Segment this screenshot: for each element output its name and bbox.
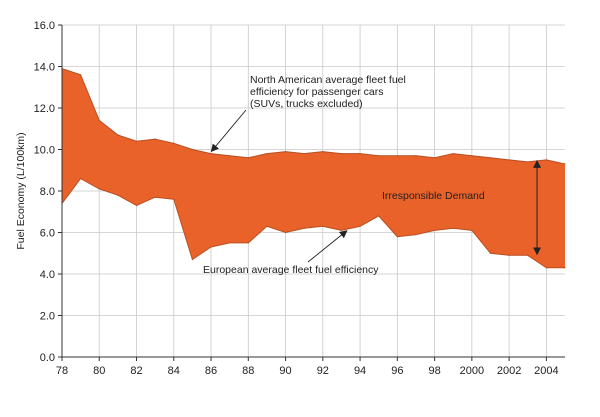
point-european	[80, 177, 82, 180]
x-tick-label: 80	[93, 365, 105, 377]
point-north-american	[303, 153, 305, 155]
x-tick-label: 82	[130, 365, 142, 377]
point-european	[471, 229, 473, 232]
x-tick-label: 90	[279, 365, 291, 377]
north-american-annotation-text: efficiency for passenger cars	[250, 86, 383, 98]
point-north-american	[415, 155, 417, 157]
point-european	[508, 254, 510, 256]
point-european	[191, 258, 194, 261]
point-european	[340, 229, 343, 232]
y-tick-label: 2.0	[40, 311, 55, 323]
point-european	[564, 267, 566, 269]
x-tick-label: 92	[317, 365, 329, 377]
point-north-american	[508, 159, 510, 161]
x-tick-label: 88	[242, 365, 254, 377]
north-american-annotation-text: (SUVs, trucks excluded)	[250, 98, 363, 110]
x-tick-label: 96	[391, 365, 403, 377]
point-european	[396, 236, 398, 238]
axes	[58, 24, 565, 361]
point-european	[527, 254, 529, 256]
point-european	[545, 267, 547, 269]
efficiency-gap-area	[61, 67, 566, 269]
point-european	[322, 225, 324, 227]
y-tick-label: 16.0	[34, 20, 55, 32]
series-line-north-american	[61, 68, 566, 165]
european-arrow	[307, 230, 348, 263]
point-north-american	[396, 155, 398, 157]
x-tick-label: 2000	[460, 365, 484, 377]
point-north-american	[210, 153, 212, 155]
point-north-american	[284, 150, 287, 153]
y-tick-label: 0.0	[40, 352, 55, 364]
point-north-american	[135, 140, 138, 142]
point-north-american	[452, 153, 454, 155]
point-european	[284, 231, 287, 234]
point-north-american	[378, 155, 380, 157]
point-european	[98, 188, 100, 190]
point-north-american	[527, 161, 529, 163]
point-north-american	[564, 163, 566, 165]
point-european	[452, 227, 454, 229]
x-tick-label: 98	[428, 365, 440, 377]
point-european	[154, 196, 156, 198]
point-european	[173, 198, 175, 200]
gap-fill	[62, 68, 565, 268]
tick-labels: 0.0 2.0 4.0 6.0 8.0 10.0 12.0 14.0 16.0 78 80 82 84 8…	[15, 20, 559, 377]
point-european	[210, 246, 212, 248]
point-north-american	[433, 157, 436, 159]
point-european	[229, 242, 231, 244]
x-tick-label: 94	[354, 365, 366, 377]
point-european	[415, 233, 417, 236]
point-european	[433, 229, 436, 232]
x-tick-label: 86	[205, 365, 217, 377]
point-european	[303, 227, 305, 229]
y-tick-label: 6.0	[40, 228, 55, 240]
point-north-american	[247, 157, 249, 159]
x-tick-label: 78	[56, 365, 68, 377]
north-american-annotation-text: North American average fleet fuel	[250, 74, 406, 86]
point-european	[266, 225, 268, 227]
point-european	[489, 252, 492, 254]
x-tick-label: 2002	[497, 365, 521, 377]
y-tick-label: 10.0	[34, 145, 55, 157]
point-north-american	[340, 153, 343, 155]
y-tick-label: 4.0	[40, 269, 55, 281]
point-north-american	[489, 157, 492, 159]
y-axis-title: Fuel Economy (L/100km)	[15, 132, 27, 249]
x-tick-label: 2004	[534, 365, 558, 377]
point-european	[117, 194, 119, 196]
point-north-american	[322, 150, 324, 153]
point-north-american	[80, 74, 82, 76]
y-tick-label: 12.0	[34, 103, 55, 115]
point-european	[359, 225, 361, 227]
x-tick-label: 84	[168, 365, 180, 377]
point-north-american	[229, 155, 231, 157]
point-north-american	[191, 148, 194, 151]
series-line-european	[61, 177, 565, 269]
point-north-american	[117, 134, 119, 136]
point-north-american	[266, 153, 268, 155]
point-north-american	[98, 119, 100, 122]
y-tick-label: 14.0	[34, 62, 55, 74]
y-tick-label: 8.0	[40, 186, 55, 198]
point-north-american	[545, 159, 547, 161]
annotations: North American average fleet fuelefficie…	[203, 74, 542, 276]
point-european	[135, 204, 138, 207]
point-european	[247, 242, 249, 244]
point-north-american	[173, 142, 175, 144]
point-north-american	[471, 155, 473, 157]
point-north-american	[154, 138, 156, 140]
north-american-arrow	[210, 109, 247, 153]
irresponsible-demand-label: Irresponsible Demand	[382, 190, 485, 202]
european-annotation-text: European average fleet fuel efficiency	[203, 264, 379, 276]
point-european	[378, 215, 380, 217]
point-north-american	[359, 153, 361, 155]
